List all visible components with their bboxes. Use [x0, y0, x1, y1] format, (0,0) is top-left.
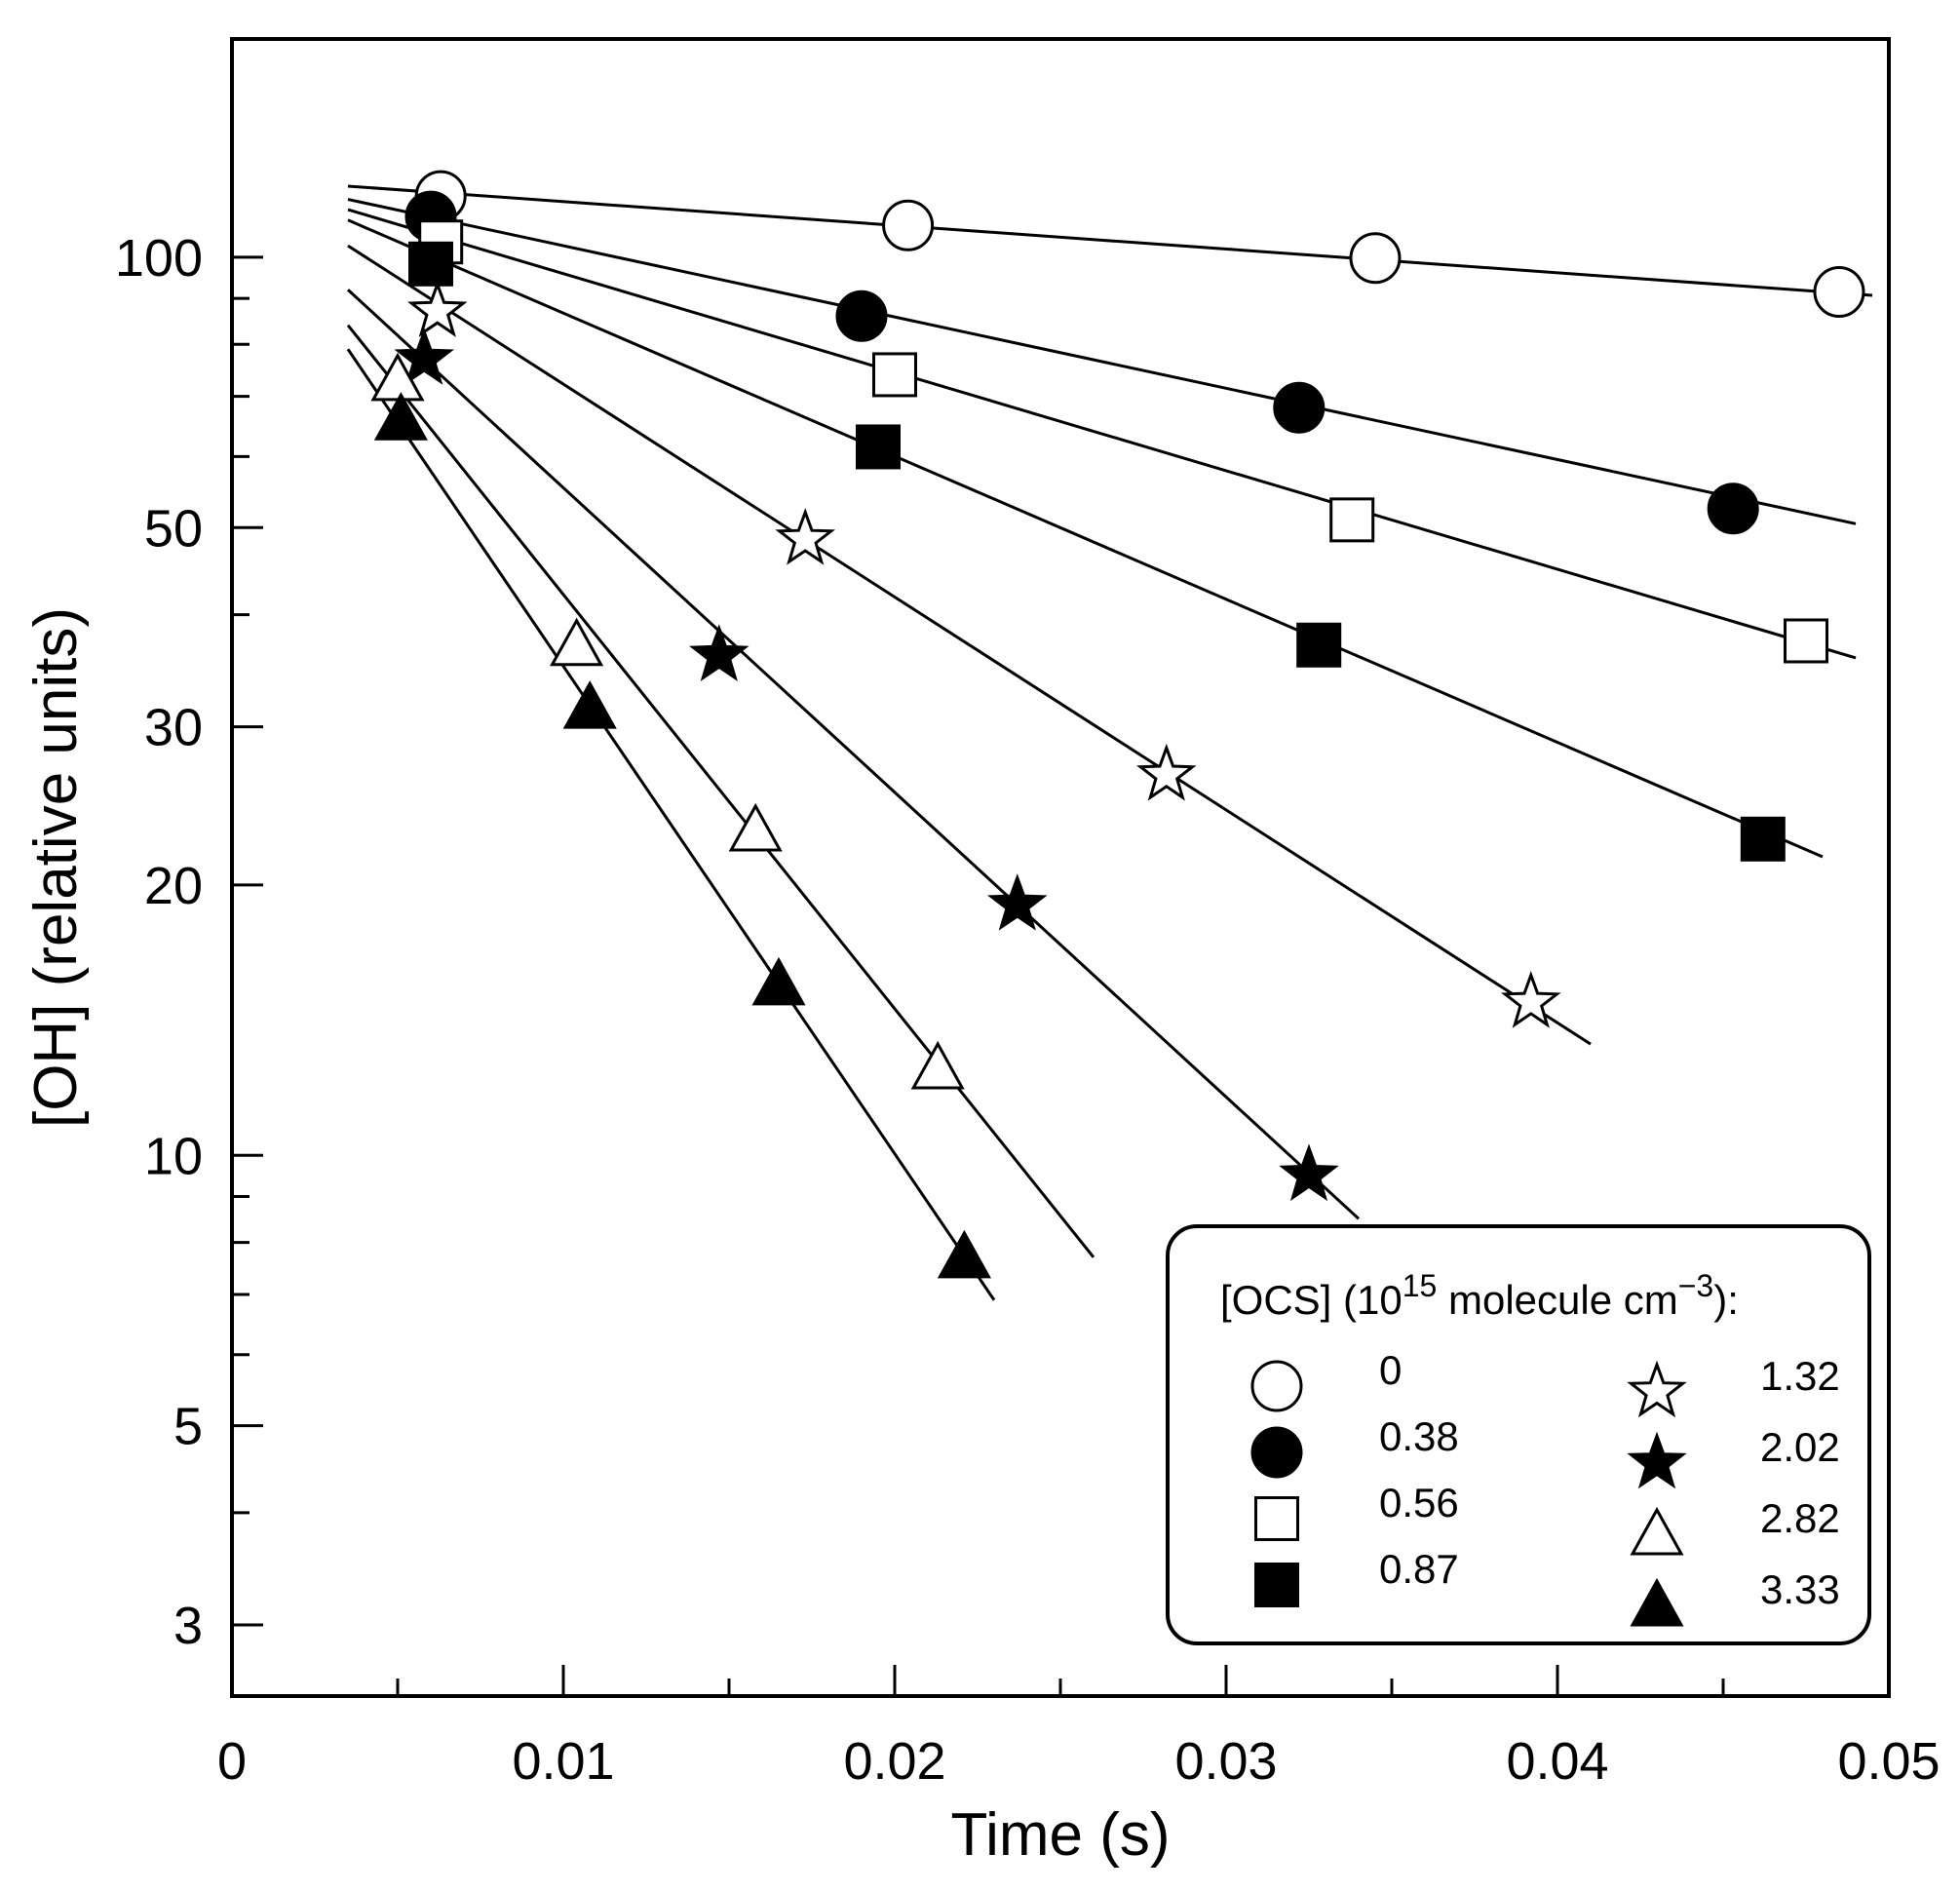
legend-box [1166, 1224, 1871, 1645]
legend-marker-circle-open [1250, 1360, 1303, 1412]
legend-marker-star-open [1627, 1360, 1687, 1418]
legend-label: 0.38 [1379, 1413, 1459, 1459]
y-tick-label: 50 [144, 499, 203, 558]
y-tick-label: 30 [144, 699, 203, 757]
fit-line-1.32 [347, 244, 1592, 1046]
legend-title-pre: [OCS] (10 [1220, 1277, 1403, 1323]
legend-label: 2.02 [1760, 1424, 1840, 1470]
data-point-square-open [872, 352, 917, 398]
legend-marker-circle-filled [1250, 1426, 1303, 1479]
data-point-star-open [775, 508, 836, 565]
x-tick-label: 0 [217, 1732, 247, 1791]
data-point-square-open [1784, 618, 1828, 664]
y-tick-label: 20 [144, 857, 203, 915]
legend-label: 3.33 [1760, 1566, 1840, 1612]
fit-line-0.38 [347, 198, 1857, 525]
legend-title-exp1: 15 [1403, 1268, 1438, 1303]
legend-marker-star-filled [1627, 1431, 1687, 1489]
legend-marker-triangle-filled [1630, 1577, 1684, 1627]
data-point-square-filled [408, 241, 453, 287]
data-markers [370, 170, 1865, 1279]
legend-label: 1.32 [1760, 1353, 1840, 1399]
legend-label: 0 [1379, 1347, 1402, 1393]
y-tick-label: 3 [173, 1597, 203, 1655]
x-tick-label: 0.05 [1837, 1732, 1940, 1791]
data-point-star-filled [987, 873, 1048, 931]
data-point-circle-filled [835, 290, 888, 342]
legend-title-post: ): [1713, 1277, 1739, 1323]
data-point-square-filled [1296, 622, 1342, 668]
data-point-triangle-filled [751, 956, 806, 1006]
data-point-circle-open [1813, 265, 1865, 318]
y-tick-label: 5 [173, 1398, 203, 1456]
fit-line-2.02 [346, 289, 1361, 1220]
data-point-triangle-filled [562, 680, 617, 729]
y-tick-label: 10 [144, 1127, 203, 1185]
data-point-triangle-open [550, 617, 604, 667]
legend-title-exp2: −3 [1678, 1268, 1713, 1303]
x-axis-title: Time (s) [951, 1801, 1171, 1869]
data-point-square-filled [856, 424, 901, 470]
data-point-star-filled [1279, 1143, 1339, 1202]
legend-entries: 0 0.38 0.56 0.87 1.32 2.02 2.82 3.33 [1250, 1347, 1840, 1627]
data-point-circle-filled [1273, 381, 1326, 434]
fit-line-0 [347, 184, 1873, 297]
data-point-triangle-filled [373, 392, 428, 441]
data-point-star-filled [689, 624, 749, 681]
fit-lines [346, 184, 1873, 1301]
legend-marker-square-filled [1254, 1563, 1299, 1607]
fit-line-0.87 [347, 218, 1824, 859]
data-point-circle-open [1349, 232, 1402, 285]
data-point-star-open [407, 280, 468, 337]
data-point-square-filled [1740, 816, 1786, 862]
legend: [OCS] (1015 molecule cm−3): 0 0.38 0.56 0.8… [1166, 1224, 1871, 1645]
legend-label: 0.56 [1379, 1480, 1459, 1525]
y-axis-title: [OH] (relative units) [22, 607, 90, 1128]
data-point-circle-open [882, 199, 935, 251]
legend-label: 2.82 [1760, 1495, 1840, 1541]
legend-marker-triangle-open [1630, 1506, 1684, 1556]
data-point-triangle-open [910, 1040, 965, 1090]
fit-line-3.33 [346, 348, 996, 1301]
legend-label: 0.87 [1379, 1546, 1459, 1592]
data-point-star-filled [394, 328, 454, 385]
data-point-triangle-open [728, 802, 783, 852]
x-tick-label: 0.02 [843, 1732, 945, 1791]
legend-title-mid: molecule cm [1437, 1277, 1677, 1323]
legend-marker-square-open [1254, 1496, 1299, 1541]
x-tick-label: 0.01 [512, 1732, 614, 1791]
fit-line-2.82 [346, 324, 1095, 1258]
data-point-circle-filled [1707, 483, 1759, 535]
data-point-triangle-filled [937, 1229, 991, 1279]
x-tick-label: 0.04 [1506, 1732, 1608, 1791]
axis-ticks [230, 255, 1891, 1696]
tick-labels: 0 0.01 0.02 0.03 0.04 0.05 3 5 10 20 30 50 100 [115, 229, 1941, 1791]
data-point-star-open [1136, 743, 1197, 801]
x-tick-label: 0.03 [1174, 1732, 1277, 1791]
legend-title: [OCS] (1015 molecule cm−3): [1220, 1268, 1739, 1323]
data-point-square-open [1329, 497, 1375, 543]
y-tick-label: 100 [115, 229, 203, 288]
fit-line-0.56 [347, 208, 1857, 660]
data-point-star-open [1501, 971, 1561, 1028]
